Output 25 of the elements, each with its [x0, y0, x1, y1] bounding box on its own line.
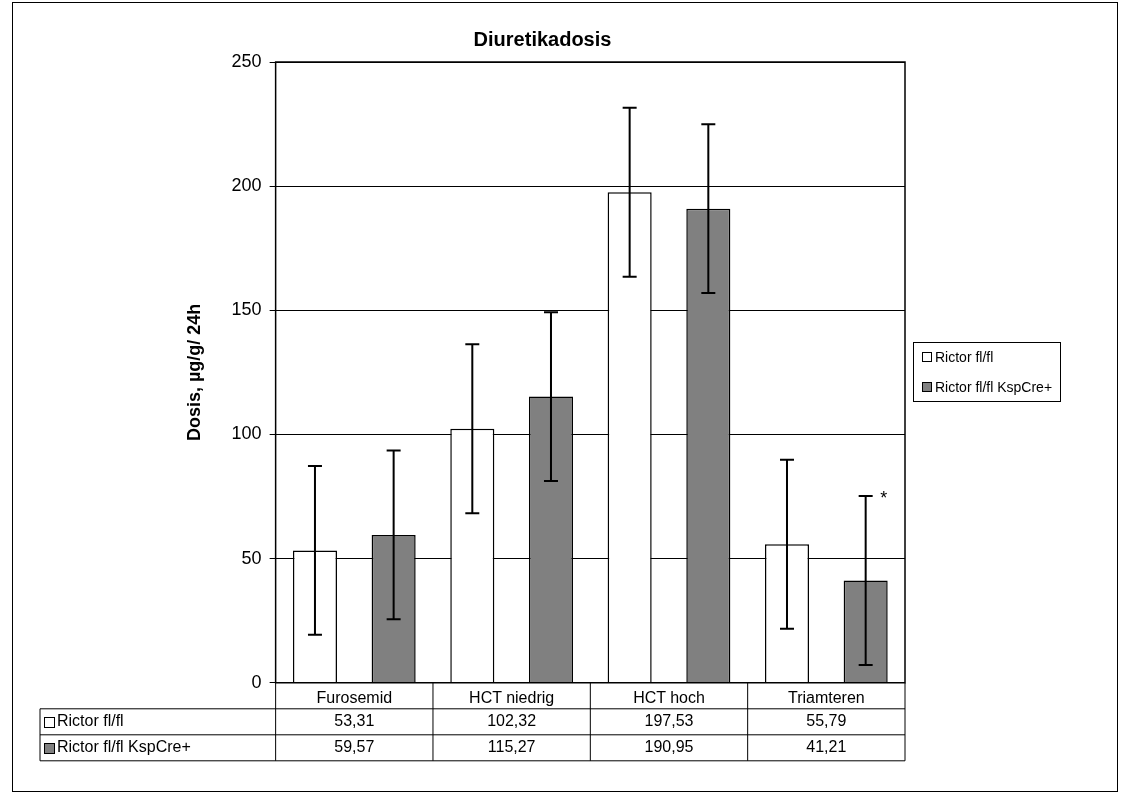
- text: Rictor fl/fl: [935, 349, 994, 366]
- x-tick-label: Triamteren: [787, 688, 865, 706]
- data-label: 190,95: [644, 738, 694, 756]
- data-label: 59,57: [334, 738, 375, 756]
- y-tick-label: 200: [231, 175, 262, 196]
- text: Rictor fl/fl KspCre+: [57, 738, 191, 756]
- text: Rictor fl/fl: [57, 712, 124, 730]
- y-tick-label: 100: [231, 423, 262, 444]
- y-tick-label: 150: [231, 299, 262, 320]
- data-label: 115,27: [487, 738, 536, 756]
- data-label: 41,21: [806, 738, 847, 756]
- chart-title: Diuretikadosis: [473, 27, 612, 50]
- data-label: 53,31: [334, 712, 375, 730]
- y-tick-label: 250: [231, 50, 262, 71]
- x-tick-label: HCT hoch: [633, 688, 705, 706]
- y-axis-title: Dosis, µg/g/ 24h: [183, 303, 204, 442]
- data-label: 55,79: [806, 712, 847, 730]
- annotation: *: [880, 488, 888, 509]
- x-tick-label: Furosemid: [316, 688, 393, 706]
- data-label: 197,53: [644, 712, 694, 730]
- y-tick-label: 0: [251, 671, 262, 692]
- y-tick-label: 50: [241, 547, 262, 568]
- data-label: 102,32: [487, 712, 537, 730]
- x-tick-label: HCT niedrig: [469, 688, 555, 706]
- legend-label: Rictor fl/fl KspCre+: [935, 379, 1053, 396]
